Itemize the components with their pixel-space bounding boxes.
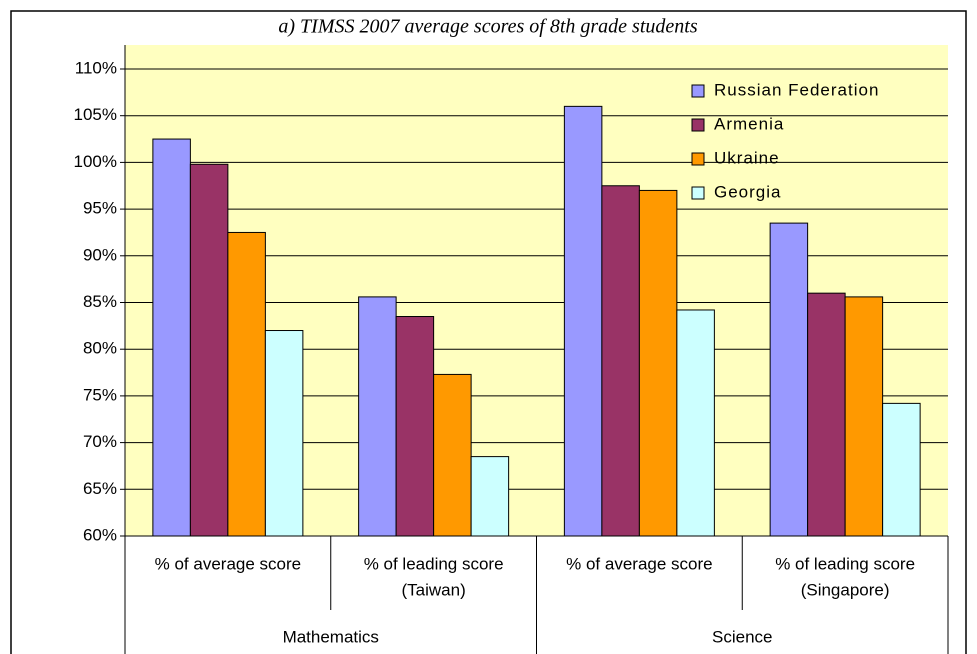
x-tick-label: % of leading score: [775, 554, 915, 573]
bar: [358, 296, 397, 537]
y-tick-label: 70%: [83, 432, 117, 451]
legend-label: Ukraine: [714, 148, 780, 167]
bar: [676, 309, 715, 537]
legend-label: Russian Federation: [714, 80, 879, 99]
group-label: Science: [712, 627, 772, 646]
x-tick-label: (Singapore): [801, 580, 890, 599]
bar: [264, 330, 304, 537]
x-tick-label: % of average score: [155, 554, 301, 573]
legend-swatch: [691, 152, 705, 166]
y-tick-label: 110%: [75, 58, 117, 77]
bar: [433, 373, 472, 537]
bar: [844, 296, 884, 537]
y-tick-label: 95%: [83, 199, 117, 218]
bar: [601, 185, 640, 537]
y-tick-label: 60%: [83, 525, 117, 544]
legend-swatch: [691, 118, 705, 132]
x-tick-label: (Taiwan): [402, 580, 466, 599]
bar: [152, 138, 191, 537]
y-tick-label: 105%: [74, 105, 117, 124]
y-tick-label: 90%: [83, 245, 117, 264]
bar: [882, 402, 921, 537]
legend-label: Georgia: [714, 182, 781, 201]
bar: [227, 231, 266, 537]
bar: [189, 163, 229, 537]
y-tick-label: 80%: [83, 339, 117, 358]
legend-swatch: [691, 84, 705, 98]
bar: [563, 105, 603, 537]
chart-title: a) TIMSS 2007 average scores of 8th grad…: [278, 16, 697, 38]
y-tick-label: 75%: [83, 385, 117, 404]
bar: [769, 222, 809, 537]
y-tick-label: 85%: [83, 292, 117, 311]
bar: [395, 316, 435, 537]
legend-label: Armenia: [714, 114, 784, 133]
group-label: Mathematics: [283, 627, 379, 646]
bar: [470, 456, 510, 537]
legend-swatch: [691, 186, 705, 200]
y-tick-label: 65%: [83, 479, 117, 498]
bar: [638, 189, 678, 537]
bar: [807, 292, 846, 537]
x-tick-label: % of leading score: [364, 554, 504, 573]
x-tick-label: % of average score: [566, 554, 712, 573]
y-tick-label: 100%: [74, 152, 117, 171]
